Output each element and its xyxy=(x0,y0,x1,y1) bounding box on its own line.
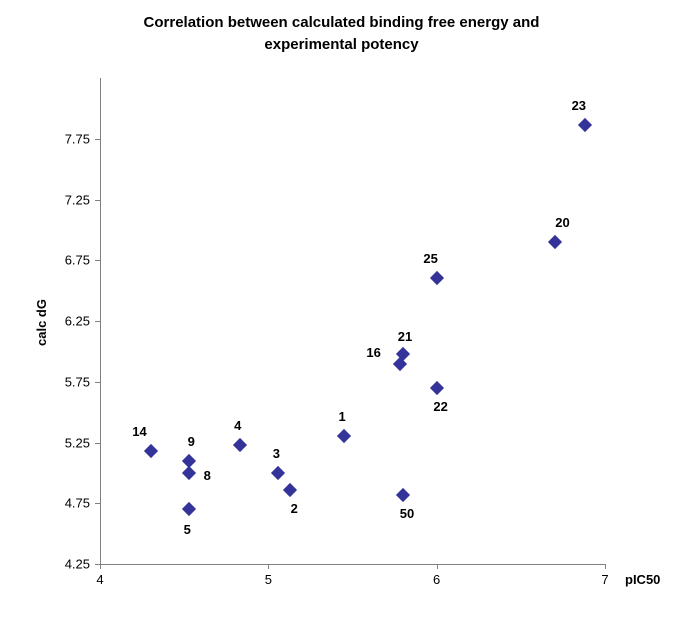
x-tick-label: 4 xyxy=(96,572,103,587)
y-axis-label: calc dG xyxy=(34,299,49,346)
y-tick-label: 7.75 xyxy=(65,131,90,146)
y-tick xyxy=(95,321,100,322)
data-point xyxy=(430,381,444,395)
y-tick-label: 7.25 xyxy=(65,192,90,207)
x-tick xyxy=(100,564,101,569)
data-point xyxy=(182,502,196,516)
data-point-label: 21 xyxy=(398,329,412,344)
data-point-label: 9 xyxy=(188,434,195,449)
data-point-label: 14 xyxy=(132,424,146,439)
data-point-label: 25 xyxy=(423,251,437,266)
data-point-label: 20 xyxy=(555,215,569,230)
data-point xyxy=(283,483,297,497)
data-point xyxy=(578,118,592,132)
chart-title-line2: experimental potency xyxy=(0,36,683,53)
y-tick xyxy=(95,382,100,383)
y-tick xyxy=(95,200,100,201)
data-point-label: 8 xyxy=(204,468,211,483)
data-point-label: 16 xyxy=(366,345,380,360)
plot-area: 23202521162214149382505 xyxy=(100,78,605,564)
x-tick-label: 6 xyxy=(433,572,440,587)
y-axis xyxy=(100,78,101,564)
data-point xyxy=(337,429,351,443)
data-point xyxy=(547,235,561,249)
data-point-label: 2 xyxy=(291,501,298,516)
y-tick-label: 4.75 xyxy=(65,496,90,511)
y-tick-label: 6.75 xyxy=(65,253,90,268)
data-point xyxy=(430,271,444,285)
data-point-label: 23 xyxy=(572,98,586,113)
x-tick-label: 5 xyxy=(265,572,272,587)
x-axis xyxy=(100,564,605,565)
data-point xyxy=(143,444,157,458)
y-tick-label: 6.25 xyxy=(65,314,90,329)
data-point-label: 3 xyxy=(273,446,280,461)
data-point-label: 22 xyxy=(433,399,447,414)
y-tick xyxy=(95,443,100,444)
data-point xyxy=(233,438,247,452)
x-axis-label: pIC50 xyxy=(625,572,660,587)
x-tick xyxy=(437,564,438,569)
data-point-label: 50 xyxy=(400,506,414,521)
data-point-label: 5 xyxy=(184,522,191,537)
y-tick-label: 5.75 xyxy=(65,374,90,389)
y-tick xyxy=(95,503,100,504)
data-point xyxy=(182,466,196,480)
x-tick-label: 7 xyxy=(601,572,608,587)
y-tick xyxy=(95,260,100,261)
y-tick-label: 4.25 xyxy=(65,557,90,572)
chart-title-line1: Correlation between calculated binding f… xyxy=(0,14,683,31)
y-tick xyxy=(95,139,100,140)
data-point xyxy=(396,488,410,502)
data-point-label: 4 xyxy=(234,418,241,433)
x-tick xyxy=(605,564,606,569)
x-tick xyxy=(268,564,269,569)
data-point xyxy=(271,466,285,480)
scatter-chart: Correlation between calculated binding f… xyxy=(0,0,683,624)
y-tick-label: 5.25 xyxy=(65,435,90,450)
data-point-label: 1 xyxy=(338,409,345,424)
